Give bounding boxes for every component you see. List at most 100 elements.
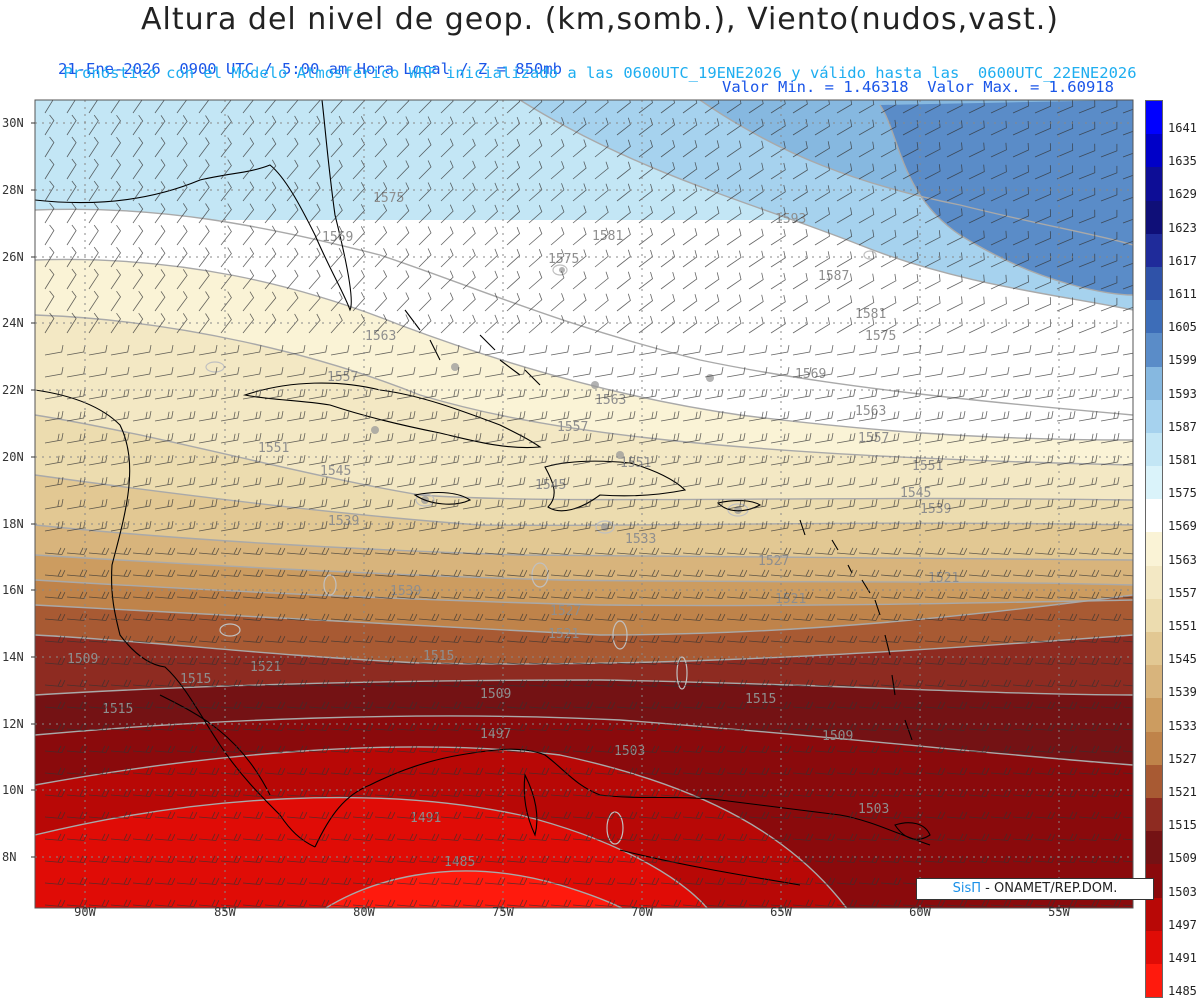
wind-barb — [1122, 662, 1133, 665]
wind-barb — [550, 899, 572, 907]
wind-barb — [880, 767, 902, 775]
wind-barb — [440, 367, 460, 378]
wind-barb — [506, 367, 526, 378]
wind-barb — [748, 206, 764, 224]
contour-label: 1515 — [745, 692, 776, 707]
wind-barb — [836, 701, 858, 709]
wind-barb — [330, 877, 352, 885]
wind-barb — [154, 877, 176, 885]
wind-barb — [330, 657, 352, 665]
wind-barb — [308, 269, 321, 290]
wind-barb — [902, 789, 924, 797]
wind-barb — [616, 117, 631, 136]
wind-barb — [528, 679, 550, 687]
contour-label: 1521 — [250, 660, 281, 675]
colorbar-label: 1575 — [1168, 486, 1197, 501]
wind-barb — [528, 745, 550, 753]
wind-barb — [550, 367, 570, 378]
wind-barb — [1078, 679, 1100, 687]
wind-barb — [990, 521, 1010, 532]
wind-barb — [352, 591, 374, 599]
wind-barb — [528, 249, 543, 268]
wind-barb — [748, 140, 764, 158]
colorbar-swatch — [1146, 831, 1162, 865]
wind-barb — [44, 635, 66, 643]
wind-barb — [198, 247, 210, 268]
wind-barb — [968, 208, 985, 224]
wind-barb — [220, 313, 232, 334]
wind-barb — [792, 569, 814, 577]
wind-barb — [198, 723, 220, 731]
wind-barb — [220, 569, 242, 577]
wind-barb — [154, 547, 176, 555]
wind-barb — [924, 296, 941, 312]
wind-barb — [198, 411, 218, 422]
wind-barb — [814, 899, 836, 907]
credit-text: - ONAMET/REP.DOM. — [981, 881, 1118, 896]
wind-barb — [198, 367, 218, 378]
wind-barb — [242, 591, 264, 599]
wind-barb — [374, 160, 388, 180]
wind-barb — [418, 899, 440, 907]
wind-barb — [1100, 899, 1122, 907]
wind-barb — [946, 591, 968, 599]
wind-barb — [858, 833, 880, 841]
wind-barb — [792, 811, 814, 819]
wind-barb — [418, 833, 440, 841]
wind-barb — [550, 767, 572, 775]
wind-barb — [462, 723, 484, 731]
wind-barb — [1034, 547, 1056, 555]
wind-barb — [858, 521, 878, 532]
wind-barb — [968, 389, 988, 400]
wind-barb — [924, 477, 944, 488]
colorbar-swatch — [1146, 764, 1162, 798]
wind-barb — [836, 811, 858, 819]
wind-barb — [616, 657, 638, 665]
wind-barb — [946, 318, 963, 334]
wind-barb — [374, 477, 394, 488]
wind-barb — [154, 701, 176, 709]
colorbar-swatch — [1146, 167, 1162, 201]
wind-barb — [154, 613, 176, 621]
wind-barb — [792, 499, 812, 510]
wind-barb — [396, 499, 416, 510]
wind-barb — [814, 251, 830, 268]
wind-barb — [176, 591, 198, 599]
wind-barb — [286, 789, 308, 797]
wind-barb — [220, 247, 232, 268]
wind-barb — [616, 547, 638, 555]
lat-label: 12N — [2, 717, 24, 731]
wind-barb — [704, 184, 720, 202]
colorbar-label: 1635 — [1168, 154, 1197, 169]
wind-barb — [110, 411, 130, 422]
lon-label: 75W — [492, 905, 514, 919]
wind-barb — [550, 315, 565, 334]
wind-barb — [814, 613, 836, 621]
wind-barb — [330, 789, 352, 797]
wind-barb — [88, 345, 108, 356]
wind-barb — [198, 313, 210, 334]
wind-barb — [506, 116, 521, 136]
wind-barb — [220, 767, 242, 775]
wind-barb — [792, 273, 808, 290]
wind-barb — [198, 455, 218, 466]
wind-barb — [572, 723, 594, 731]
wind-barb — [418, 116, 432, 136]
wind-barb — [726, 899, 748, 907]
contour-label: 1515 — [102, 702, 133, 717]
wind-barb — [572, 293, 587, 312]
wind-barb — [814, 855, 836, 863]
wind-barb — [946, 208, 963, 224]
wind-barb — [352, 657, 374, 665]
wind-barb — [638, 789, 660, 797]
wind-barb — [814, 877, 836, 885]
wind-barb — [242, 389, 262, 400]
wind-barb — [176, 159, 188, 180]
wind-barb — [154, 723, 176, 731]
wind-barb — [880, 317, 897, 334]
wind-barb — [44, 114, 55, 136]
wind-barb — [1056, 899, 1078, 907]
wind-barb — [352, 767, 374, 775]
colorbar-label: 1503 — [1168, 884, 1197, 899]
wind-barb — [616, 899, 638, 907]
